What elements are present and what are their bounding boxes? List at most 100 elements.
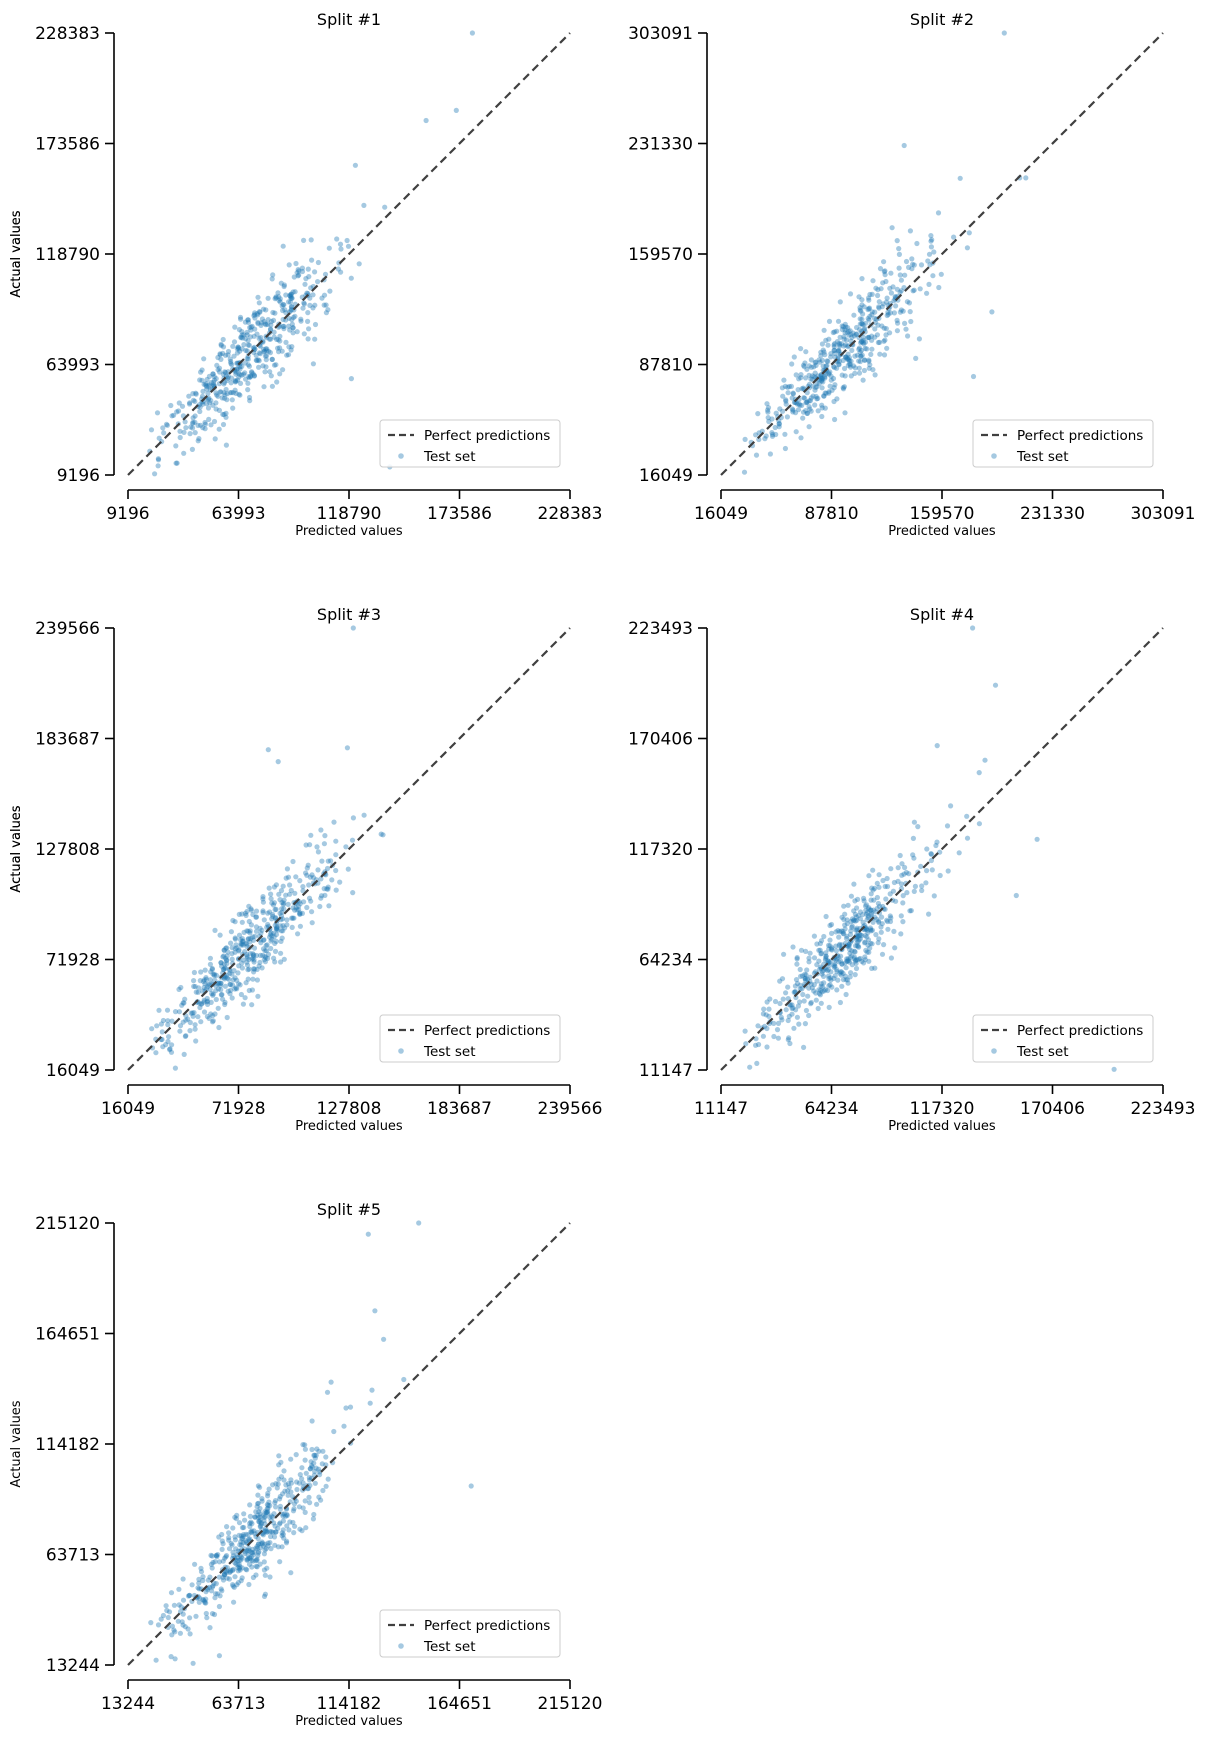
data-point [190, 419, 196, 425]
data-point [263, 943, 269, 949]
data-point [268, 327, 274, 333]
data-point [803, 400, 809, 406]
legend-label-perfect-predictions: Perfect predictions [424, 1618, 550, 1634]
data-point [882, 883, 888, 890]
data-point [278, 928, 284, 934]
data-point [166, 1609, 173, 1615]
data-point [261, 319, 267, 325]
data-point [864, 927, 871, 933]
data-point [836, 934, 842, 940]
data-point [264, 1565, 270, 1571]
data-point [223, 386, 229, 393]
data-point [378, 831, 384, 837]
data-point [292, 907, 298, 913]
data-point [797, 982, 803, 988]
data-point [262, 953, 268, 960]
data-point [787, 1040, 793, 1047]
data-point [761, 1006, 767, 1012]
data-point [163, 1042, 169, 1048]
data-point [809, 985, 815, 991]
data-point [244, 953, 250, 960]
data-point [235, 344, 241, 350]
data-point [297, 911, 303, 917]
data-point [856, 956, 862, 962]
data-point [861, 960, 867, 966]
data-point [231, 353, 237, 359]
data-point [803, 408, 809, 414]
legend-point-swatch [398, 453, 404, 459]
data-point [195, 422, 201, 428]
data-point [829, 984, 835, 990]
data-point [352, 162, 358, 168]
data-point [232, 935, 238, 941]
data-point [323, 302, 329, 308]
data-point [249, 1529, 255, 1536]
data-point [854, 917, 860, 923]
data-point [229, 995, 235, 1001]
data-point [309, 1463, 315, 1469]
data-point [203, 381, 209, 387]
data-point [864, 917, 870, 923]
data-point [828, 946, 835, 952]
data-point [313, 1465, 319, 1471]
data-point [228, 360, 234, 366]
data-point [834, 396, 840, 402]
data-point [794, 401, 801, 407]
data-point [234, 366, 240, 372]
data-point [296, 1504, 302, 1510]
data-point [230, 1549, 236, 1555]
data-point [903, 258, 910, 265]
data-point [218, 960, 224, 966]
data-point [862, 339, 869, 345]
y-axis-label: Actual values [9, 805, 24, 892]
data-point [295, 267, 301, 273]
data-point [823, 954, 829, 960]
data-point [198, 1019, 204, 1025]
data-point [799, 973, 806, 979]
data-point [221, 947, 227, 953]
data-point [280, 1513, 286, 1519]
data-point [192, 1022, 198, 1028]
x-axis-label: Predicted values [295, 1119, 403, 1134]
data-point [938, 271, 944, 277]
data-point [220, 996, 226, 1002]
data-point [852, 949, 858, 955]
data-point [911, 888, 917, 895]
data-point [267, 932, 273, 938]
data-point [820, 984, 826, 990]
data-point [882, 272, 888, 278]
data-point [837, 929, 843, 935]
data-point [964, 813, 970, 819]
data-point [255, 1515, 261, 1521]
data-point [779, 976, 786, 982]
data-point [230, 343, 236, 349]
legend-point-swatch [991, 1048, 997, 1054]
data-point [227, 390, 233, 396]
data-point [802, 975, 808, 981]
y-tick-label: 228383 [35, 24, 100, 44]
data-point [878, 924, 884, 930]
data-point [255, 993, 261, 999]
data-point [887, 285, 893, 291]
data-point [297, 901, 303, 907]
data-point [240, 1540, 246, 1546]
data-point [851, 948, 858, 955]
data-point [256, 300, 262, 306]
data-point [816, 991, 823, 997]
data-point [187, 1028, 193, 1034]
data-point [854, 934, 860, 940]
data-point [235, 970, 241, 976]
data-point [223, 414, 229, 420]
data-point [310, 292, 316, 298]
data-point [181, 1000, 187, 1006]
data-point [250, 1558, 256, 1564]
data-point [309, 257, 315, 263]
data-point [198, 1001, 204, 1007]
data-point [276, 891, 282, 897]
data-point [795, 1003, 802, 1009]
data-point [285, 901, 291, 908]
data-point [271, 362, 278, 368]
data-point [219, 395, 225, 401]
data-point [284, 1511, 290, 1518]
data-point [254, 1545, 261, 1551]
